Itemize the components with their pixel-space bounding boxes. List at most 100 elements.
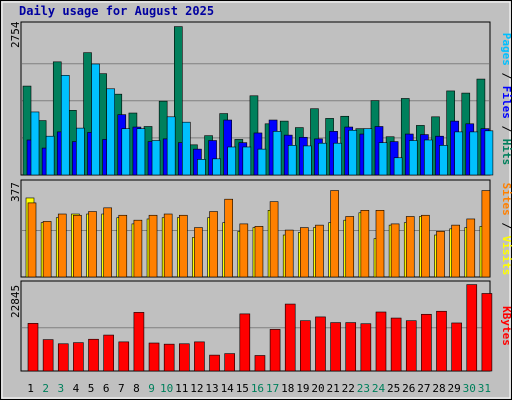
kbytes-bar	[390, 317, 402, 372]
sites-bar	[209, 211, 218, 278]
x-tick-label: 3	[57, 382, 64, 395]
pages-bar	[91, 63, 100, 176]
x-tick-label: 15	[236, 382, 249, 395]
sites-bar	[345, 216, 355, 278]
kbytes-bar	[118, 341, 130, 372]
pages-bar	[197, 159, 206, 176]
hits_files_pages-legend-label: Pages / Files / Hits	[500, 33, 512, 166]
pages-bar	[121, 128, 131, 176]
sites-bar	[269, 201, 279, 278]
pages-bar	[378, 142, 388, 176]
legend-segment: Pages	[500, 33, 512, 66]
kbytes-bar	[269, 329, 281, 372]
sites-bar	[375, 210, 385, 278]
x-tick-label: 30	[463, 382, 476, 395]
kbytes-bar	[481, 293, 493, 372]
x-tick-label: 23	[357, 382, 370, 395]
x-tick-label: 25	[387, 382, 400, 395]
hits-ymax-label: 2754	[9, 21, 22, 48]
x-tick-label: 8	[133, 382, 140, 395]
sites-bar	[103, 207, 112, 278]
sites-bar	[390, 223, 400, 278]
kbytes-bar	[284, 303, 296, 372]
sites-bar	[284, 229, 294, 278]
visits-ymax-label: 377	[9, 182, 22, 202]
x-tick-label: 4	[73, 382, 80, 395]
x-tick-label: 28	[432, 382, 445, 395]
x-tick-label: 1	[27, 382, 34, 395]
sites-bar	[405, 216, 415, 278]
pages-bar	[166, 116, 176, 176]
pages-bar	[76, 127, 85, 176]
x-tick-label: 14	[221, 382, 235, 395]
pages-bar	[303, 145, 312, 176]
sites-bar	[451, 224, 460, 278]
x-tick-label: 7	[118, 382, 125, 395]
sites-bar	[163, 213, 173, 278]
pages-bar	[363, 128, 373, 176]
kbytes-bar	[375, 311, 387, 372]
pages-bar	[408, 140, 418, 176]
sites-bar	[239, 223, 249, 278]
pages-bar	[469, 131, 479, 176]
sites-bar	[466, 218, 476, 278]
kbytes-bar	[103, 334, 114, 372]
x-tick-label: 13	[205, 382, 218, 395]
kbytes-bar	[421, 313, 432, 372]
pages-bar	[182, 121, 191, 176]
kbytes-bar	[360, 323, 372, 372]
kbytes-bar	[163, 343, 175, 372]
x-tick-label: 26	[402, 382, 415, 395]
kbytes-bar	[300, 320, 311, 372]
legend-segment: /	[500, 119, 512, 139]
kbytes-bar	[254, 355, 266, 372]
pages-bar	[333, 142, 342, 176]
legend-segment: /	[500, 216, 512, 236]
x-tick-label: 24	[372, 382, 386, 395]
legend-segment: Hits	[500, 139, 512, 166]
kbytes-bar	[405, 320, 417, 372]
kbytes-bar	[224, 353, 235, 372]
sites-bar	[194, 227, 203, 278]
legend-segment: /	[500, 66, 512, 86]
sites-bar	[330, 190, 339, 278]
x-tick-label: 10	[160, 382, 173, 395]
legend-segment: Sites	[500, 183, 512, 216]
x-tick-label: 6	[103, 382, 110, 395]
right-side-labels: Pages / Files / Hits Sites / Visits KBytes	[500, 33, 512, 346]
kbytes-bar	[194, 341, 205, 372]
sites-bar	[88, 211, 97, 278]
sites-bar	[315, 224, 324, 278]
sites-bar	[133, 219, 143, 278]
x-tick-label: 19	[296, 382, 309, 395]
legend-segment: Visits	[500, 236, 512, 276]
pages-bar	[484, 130, 494, 176]
x-tick-label: 5	[88, 382, 95, 395]
pages-bar	[257, 148, 267, 176]
pages-bar	[60, 75, 70, 176]
kbytes-bar	[330, 322, 341, 372]
pages-bar	[45, 135, 55, 176]
sites-bar	[254, 226, 264, 278]
x-tick-label: 31	[478, 382, 491, 395]
x-tick-label: 17	[266, 382, 279, 395]
kbytes-bar	[148, 342, 160, 372]
kbytes-bar	[27, 323, 39, 372]
sites-bar	[300, 227, 309, 278]
x-tick-label: 12	[190, 382, 203, 395]
visits_sites-legend-label: Sites / Visits	[500, 183, 512, 276]
pages-bar	[318, 142, 327, 176]
bars-layer	[22, 26, 494, 372]
x-tick-label: 27	[417, 382, 430, 395]
pages-bar	[242, 146, 252, 176]
sites-bar	[57, 213, 67, 278]
legend-segment: Files	[500, 86, 512, 119]
x-tick-label: 29	[448, 382, 461, 395]
kbytes-bar	[345, 322, 357, 372]
kbytes-bar	[57, 343, 69, 372]
sites-bar	[360, 210, 370, 278]
pages-bar	[454, 131, 463, 176]
kbytes-bar	[436, 310, 447, 372]
